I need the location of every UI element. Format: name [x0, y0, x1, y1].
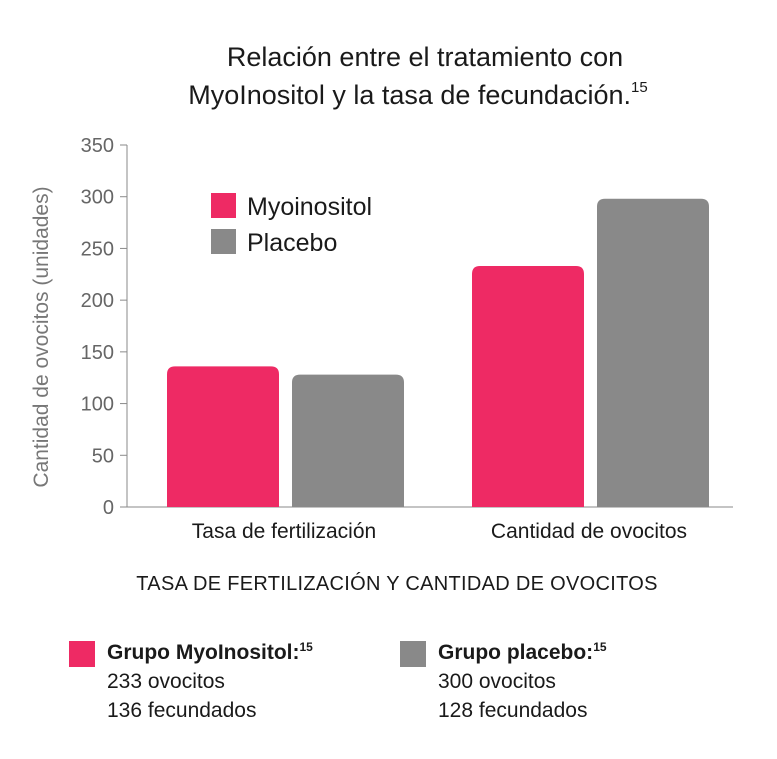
legend-swatch-myoinositol: [69, 641, 95, 667]
note-line-ovocitos: 300 ovocitos: [438, 670, 556, 693]
note-line-fecundados: 128 fecundados: [438, 699, 588, 722]
note-line-ovocitos: 233 ovocitos: [107, 670, 225, 693]
note-heading-superscript: 15: [299, 640, 313, 654]
category-label: Tasa de fertilización: [192, 520, 376, 543]
bar-myoinositol-2: [472, 266, 584, 507]
y-tick-label: 350: [81, 135, 114, 157]
category-label: Cantidad de ovocitos: [491, 520, 687, 543]
y-axis: 0 50 100 150 200 250 300 350: [81, 135, 733, 519]
y-axis-label: Cantidad de ovocitos (unidades): [30, 186, 53, 487]
y-tick-label: 100: [81, 394, 114, 416]
legend-swatch-placebo: [211, 229, 236, 254]
x-axis-label: TASA DE FERTILIZACIÓN Y CANTIDAD DE OVOC…: [136, 572, 657, 595]
legend-swatch-myoinositol: [211, 193, 236, 218]
y-tick-label: 250: [81, 238, 114, 260]
chart: Relación entre el tratamiento con MyoInos…: [30, 42, 733, 595]
y-tick-label: 300: [81, 187, 114, 209]
chart-title-line-1: Relación entre el tratamiento con: [227, 42, 623, 72]
y-tick-label: 200: [81, 290, 114, 312]
legend-label-myoinositol: Myoinositol: [247, 193, 372, 221]
note-line-fecundados: 136 fecundados: [107, 699, 257, 722]
note-heading: Grupo placebo:15: [438, 640, 607, 664]
legend-swatch-placebo: [400, 641, 426, 667]
note-heading-superscript: 15: [593, 640, 607, 654]
bar-placebo-1: [292, 374, 404, 507]
y-tick-label: 0: [103, 497, 114, 519]
chart-title-superscript: 15: [631, 79, 648, 96]
group-notes: Grupo MyoInositol:15 233 ovocitos 136 fe…: [0, 638, 777, 738]
y-tick-label: 150: [81, 342, 114, 364]
chart-title-line-2: MyoInositol y la tasa de fecundación.15: [188, 79, 647, 110]
bar-myoinositol-1: [167, 366, 279, 507]
category-labels: Tasa de fertilización Cantidad de ovocito…: [192, 520, 687, 543]
chart-title: Relación entre el tratamiento con MyoInos…: [188, 42, 647, 110]
bar-placebo-2: [597, 198, 709, 508]
legend: Myoinositol Placebo: [211, 193, 372, 257]
legend-label-placebo: Placebo: [247, 229, 337, 257]
y-tick-label: 50: [92, 445, 114, 467]
note-heading: Grupo MyoInositol:15: [107, 640, 313, 664]
bars: [167, 198, 709, 508]
